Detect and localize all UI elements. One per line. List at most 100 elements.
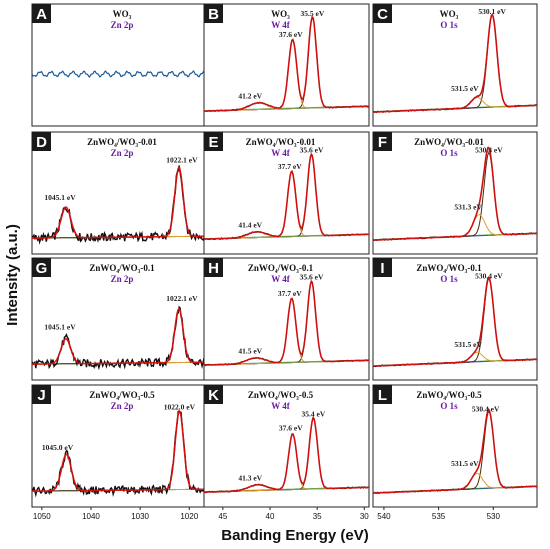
x-tick-label: 535 [432,512,446,521]
x-tick-label: 540 [377,512,391,521]
panel-region-title: Zn 2p [111,20,134,30]
panel-frame [203,384,370,508]
peak-label: 41.3 eV [238,474,262,483]
fitted-envelope [204,416,369,493]
panel-letter: H [208,260,219,277]
fitted-envelope [31,409,205,492]
fitted-envelope [372,276,537,367]
fitted-envelope [372,13,537,113]
panel-frame [203,3,370,127]
peak-label: 530.1 eV [478,7,506,16]
panel-letter: G [36,260,48,277]
panel-frame [31,3,205,127]
peak-label: 41.5 eV [238,347,262,356]
panel-region-title: W 4f [271,274,291,284]
peak-label: 531.5 eV [451,84,479,93]
panel-letter-badge [373,132,392,151]
panel-letter: I [380,260,384,277]
panel-sample-title: ZnWO₄/WO₃-0.1 [89,263,155,273]
y-axis-label: Intensity (a.u.) [4,224,21,326]
panel-sample-title: WO₃ [113,9,132,19]
fitted-envelope [204,152,369,240]
x-axis-label: Banding Energy (eV) [221,527,369,544]
fitted-envelope [204,15,369,112]
panel-letter: J [37,387,45,404]
fitted-envelope [31,166,205,239]
x-axis-ticks: 1050 1040 1030 1020 45 40 35 30 540 535 530 [33,507,501,521]
panel-e: 35.6 eV 37.7 eV 41.4 eV E ZnWO₄/WO₃-0.01W 4f [203,131,370,255]
panel-sample-title: WO₃ [271,9,290,19]
peak-label: 530.4 eV [475,146,503,155]
peak-label: 1045.0 eV [42,443,74,452]
peak-label: 530.4 eV [472,404,500,413]
panel-letter-badge [373,385,392,404]
panel-letter: D [36,134,47,151]
panel-frame [203,131,370,255]
panel-letter-badge [204,258,223,277]
panel-letter: E [208,134,218,151]
panel-i: 530.4 eV 531.5 eV I ZnWO₄/WO₃-0.1O 1s [372,257,538,381]
peak-label: 1022.0 eV [164,403,196,412]
panel-sample-title: ZnWO₄/WO₃-0.5 [248,390,314,400]
fitted-envelope [31,307,205,365]
peak-label: 1022.1 eV [166,294,198,303]
panel-letter: K [208,387,219,404]
panel-sample-title: ZnWO₄/WO₃-0.1 [248,263,314,273]
x-tick-label: 1030 [131,512,149,521]
x-tick-label: 1020 [180,512,198,521]
panel-region-title: O 1s [440,148,458,158]
panel-sample-title: ZnWO₄/WO₃-0.01 [246,137,316,147]
peak-label: 1045.1 eV [44,193,76,202]
panel-letter-badge [32,132,51,151]
peak-label: 35.4 eV [301,409,325,418]
peak-label: 37.7 eV [278,289,302,298]
panel-region-title: O 1s [440,401,458,411]
panel-j: 1022.0 eV 1045.0 eV J ZnWO₄/WO₃-0.5Zn 2p [31,384,205,508]
fitted-envelope [372,146,537,241]
panel-sample-title: ZnWO₄/WO₃-0.1 [416,263,482,273]
panel-region-title: W 4f [271,20,291,30]
panel-letter-badge [373,258,392,277]
x-tick-label: 45 [218,512,227,521]
panel-letter: L [378,387,387,404]
panel-sample-title: ZnWO₄/WO₃-0.01 [87,137,157,147]
panel-letter-badge [204,4,223,23]
panel-sample-title: WO₃ [440,9,459,19]
panel-sample-title: ZnWO₄/WO₃-0.5 [89,390,155,400]
peak-label: 531.5 eV [451,459,479,468]
panel-letter-badge [373,4,392,23]
panel-letter: C [377,6,388,23]
x-tick-label: 35 [313,512,322,521]
panel-letter-badge [32,385,51,404]
peak-label: 531.5 eV [454,340,482,349]
x-tick-label: 40 [266,512,275,521]
panel-letter-badge [32,4,51,23]
peak-label: 531.3 eV [454,202,482,211]
panel-letter: B [208,6,219,23]
peak-label: 35.5 eV [301,9,325,18]
peak-label: 37.7 eV [278,162,302,171]
panel-letter-badge [32,258,51,277]
x-tick-label: 1050 [33,512,51,521]
peak-label: 41.4 eV [238,221,262,230]
peak-label: 37.6 eV [279,424,303,433]
peak-label: 37.6 eV [279,30,303,39]
x-tick-label: 530 [487,512,501,521]
panel-region-title: Zn 2p [111,274,134,284]
x-tick-label: 1040 [82,512,100,521]
panel-sample-title: ZnWO₄/WO₃-0.5 [416,390,482,400]
panel-region-title: Zn 2p [111,401,134,411]
panel-f: 530.4 eV 531.3 eV F ZnWO₄/WO₃-0.01O 1s [372,131,538,255]
panel-region-title: Zn 2p [111,148,134,158]
peak-label: 1045.1 eV [44,323,76,332]
panel-frame [203,257,370,381]
panel-region-title: O 1s [440,20,458,30]
peak-label: 35.6 eV [300,146,324,155]
panel-h: 35.6 eV 37.7 eV 41.5 eV H ZnWO₄/WO₃-0.1W 4f [203,257,370,381]
peak-label: 530.4 eV [475,272,503,281]
